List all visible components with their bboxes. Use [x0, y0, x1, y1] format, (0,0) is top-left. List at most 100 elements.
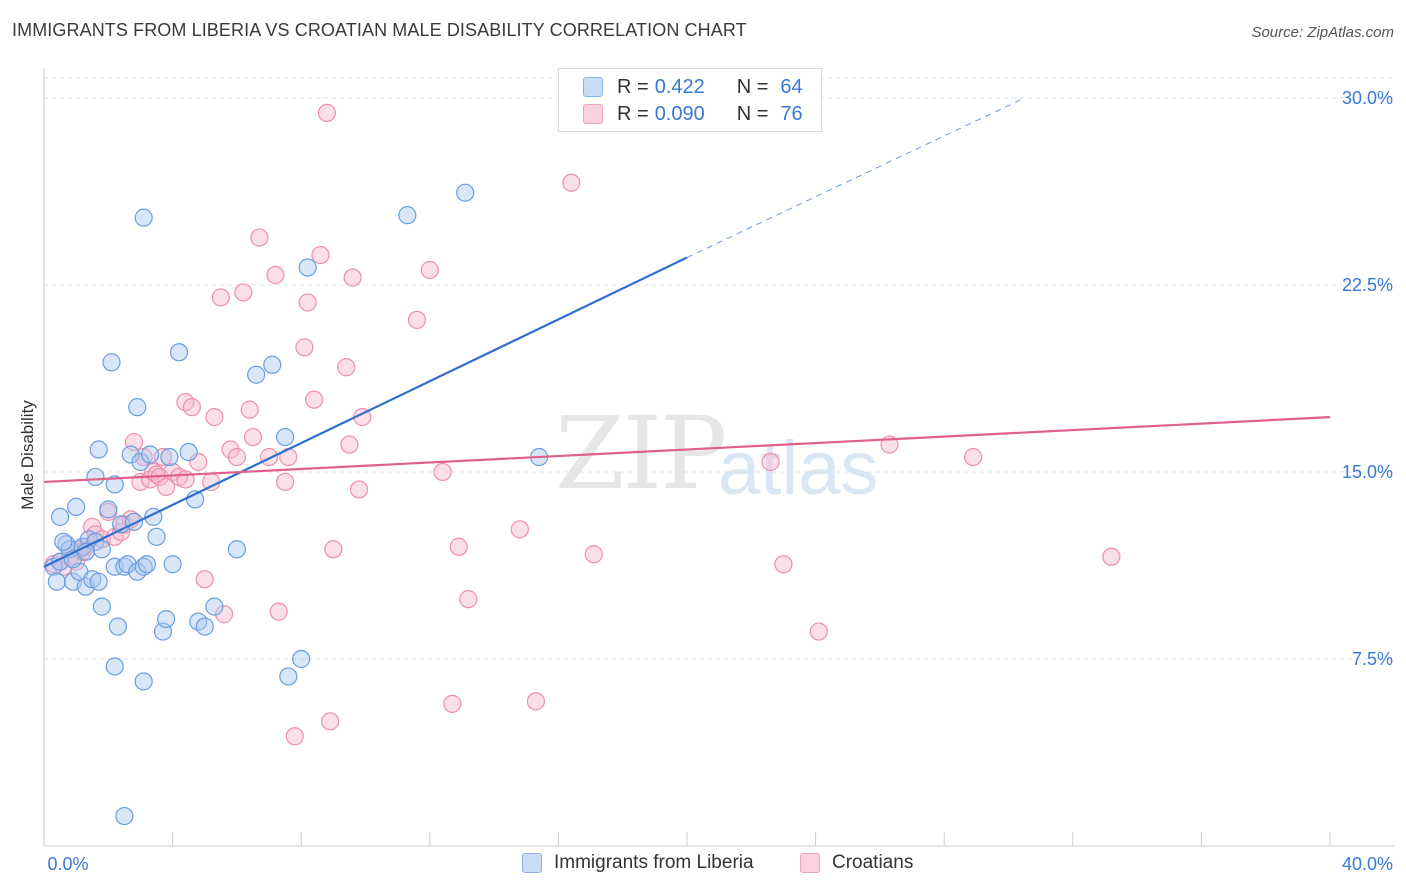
- liberia-point: [195, 617, 214, 636]
- legend-swatch-liberia: [522, 853, 542, 873]
- liberia-point: [157, 609, 176, 629]
- y-axis-label: Male Disability: [18, 400, 37, 510]
- croatian-trend-line: [43, 416, 1331, 484]
- croatian-point: [420, 260, 439, 280]
- croatian-point: [526, 692, 545, 711]
- liberia-point: [247, 365, 266, 384]
- liberia-point: [134, 208, 153, 227]
- croatian-point: [221, 440, 240, 459]
- liberia-point: [92, 597, 111, 616]
- chart-title: IMMIGRANTS FROM LIBERIA VS CROATIAN MALE…: [12, 20, 747, 40]
- croatian-point: [349, 480, 369, 499]
- liberia-point: [47, 572, 66, 591]
- legend-n-label: N =: [736, 102, 769, 125]
- liberia-point: [134, 672, 153, 691]
- croatian-point: [240, 400, 259, 419]
- legend-r-value: 0.422: [654, 75, 705, 98]
- liberia-point: [108, 617, 128, 636]
- liberia-point: [163, 555, 182, 574]
- croatian-point: [269, 602, 288, 621]
- legend-swatch-croatians: [583, 104, 603, 124]
- x-tick-label: 40.0%: [1342, 854, 1393, 874]
- croatian-point: [195, 570, 214, 589]
- croatian-point: [317, 103, 337, 123]
- y-tick-label: 15.0%: [1342, 462, 1393, 482]
- croatian-point: [964, 447, 983, 467]
- liberia-point: [456, 183, 475, 202]
- legend-item-liberia: Immigrants from Liberia: [522, 852, 754, 874]
- croatian-point: [337, 358, 356, 377]
- croatian-point: [189, 452, 208, 472]
- liberia-point: [124, 512, 144, 531]
- croatian-point: [295, 338, 314, 357]
- liberia-trend-extension: [686, 97, 1025, 258]
- legend-r-value: 0.090: [654, 102, 705, 125]
- croatian-point: [584, 545, 603, 564]
- liberia-point: [54, 532, 73, 551]
- croatian-point: [324, 540, 343, 559]
- liberia-point: [169, 343, 189, 362]
- liberia-point: [128, 398, 147, 417]
- croatian-point: [443, 694, 462, 713]
- liberia-point: [279, 667, 298, 686]
- liberia-point: [205, 597, 224, 616]
- croatian-point: [449, 537, 468, 556]
- croatian-point: [214, 605, 234, 624]
- liberia-point: [263, 355, 282, 374]
- croatian-point: [266, 265, 285, 285]
- liberia-trend-line: [43, 256, 688, 568]
- legend-item-croatians: Croatians: [800, 852, 913, 874]
- croatian-point: [157, 477, 176, 497]
- legend-n-label: N =: [736, 75, 769, 98]
- series-legend: Immigrants from Liberia Croatians: [0, 852, 1406, 876]
- liberia-point: [105, 475, 124, 494]
- liberia-point: [89, 440, 108, 459]
- liberia-point: [105, 657, 124, 676]
- croatian-point: [311, 245, 330, 265]
- liberia-point: [160, 447, 179, 467]
- liberia-point: [140, 445, 160, 464]
- liberia-point: [121, 445, 140, 464]
- x-tick-label: 0.0%: [47, 854, 88, 874]
- legend-label-croatians: Croatians: [832, 852, 914, 873]
- liberia-point: [102, 353, 121, 372]
- croatian-point: [202, 472, 221, 492]
- croatian-point: [182, 398, 201, 417]
- croatian-point: [1102, 547, 1121, 566]
- liberia-point: [292, 649, 311, 669]
- croatian-point: [243, 427, 263, 447]
- liberia-point: [227, 540, 246, 559]
- croatian-point: [510, 520, 529, 539]
- liberia-point: [179, 442, 198, 462]
- y-tick-label: 7.5%: [1352, 649, 1393, 669]
- watermark-zip: ZIP: [555, 395, 727, 512]
- croatian-point: [227, 447, 246, 467]
- croatian-point: [407, 310, 427, 329]
- liberia-point: [398, 206, 417, 225]
- liberia-point: [298, 258, 317, 277]
- croatian-point: [205, 408, 224, 427]
- liberia-point: [50, 507, 70, 526]
- croatian-point: [809, 622, 828, 641]
- legend-r-label: R =: [617, 102, 649, 125]
- croatian-point: [211, 288, 230, 307]
- liberia-point: [86, 467, 105, 487]
- croatian-point: [285, 727, 304, 746]
- liberia-point: [99, 500, 118, 519]
- croatian-point: [761, 452, 780, 472]
- croatian-point: [459, 590, 478, 609]
- liberia-point: [67, 497, 86, 516]
- legend-n-value: 76: [780, 102, 803, 125]
- croatian-point: [304, 390, 324, 409]
- croatian-point: [562, 173, 581, 192]
- legend-r-label: R =: [617, 75, 649, 98]
- croatian-point: [321, 712, 340, 731]
- liberia-point: [131, 452, 150, 472]
- legend-n-value: 64: [780, 75, 803, 98]
- liberia-point: [89, 572, 108, 591]
- legend-label-liberia: Immigrants from Liberia: [554, 852, 754, 873]
- croatian-point: [276, 472, 295, 492]
- liberia-point: [137, 555, 156, 574]
- croatian-point: [259, 447, 279, 467]
- liberia-point: [134, 557, 153, 576]
